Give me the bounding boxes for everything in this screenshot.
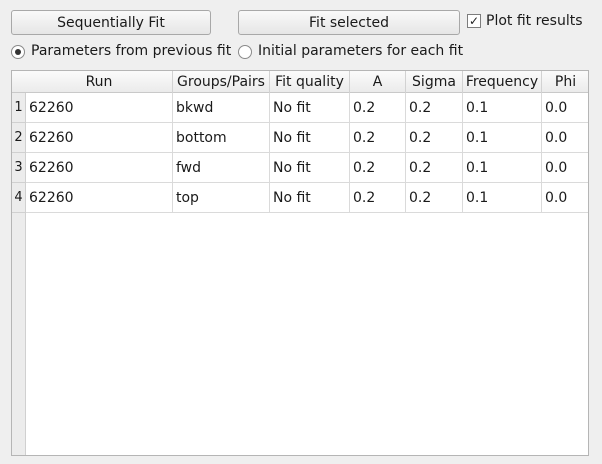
table-header: Run Groups/Pairs Fit quality A Sigma Fre…	[12, 71, 588, 93]
cell-sigma[interactable]: 0.2	[406, 153, 463, 183]
cell-frequency[interactable]: 0.1	[463, 93, 542, 123]
cell-a[interactable]: 0.2	[350, 123, 406, 153]
cell-group[interactable]: bottom	[173, 123, 270, 153]
row-number[interactable]: 1	[12, 93, 26, 123]
column-header-run[interactable]: Run	[26, 71, 173, 93]
column-header-phi[interactable]: Phi	[554, 74, 577, 90]
fit-selected-button[interactable]: Fit selected	[238, 10, 460, 35]
table-row[interactable]: 4 62260 top No fit 0.2 0.2 0.1 0.0	[12, 183, 588, 213]
row-number[interactable]: 3	[12, 153, 26, 183]
cell-fit-quality[interactable]: No fit	[270, 93, 350, 123]
cell-sigma[interactable]: 0.2	[406, 183, 463, 213]
plot-fit-results-checkbox[interactable]: ✓	[467, 14, 481, 28]
cell-a[interactable]: 0.2	[350, 93, 406, 123]
cell-group[interactable]: fwd	[173, 153, 270, 183]
initial-params-radio[interactable]	[238, 45, 252, 59]
cell-group[interactable]: bkwd	[173, 93, 270, 123]
row-number[interactable]: 2	[12, 123, 26, 153]
cell-frequency[interactable]: 0.1	[463, 153, 542, 183]
cell-sigma[interactable]: 0.2	[406, 123, 463, 153]
column-header-groups[interactable]: Groups/Pairs	[173, 71, 270, 93]
sequentially-fit-button[interactable]: Sequentially Fit	[11, 10, 211, 35]
table-row[interactable]: 2 62260 bottom No fit 0.2 0.2 0.1 0.0	[12, 123, 588, 153]
column-header-a[interactable]: A	[350, 71, 406, 93]
column-header-sigma[interactable]: Sigma	[406, 71, 463, 93]
cell-run[interactable]: 62260	[26, 123, 173, 153]
plot-fit-results-label: Plot fit results	[486, 13, 583, 29]
column-header-frequency[interactable]: Frequency	[463, 71, 542, 93]
cell-phi[interactable]: 0.0	[542, 153, 588, 183]
cell-phi[interactable]: 0.0	[542, 93, 588, 123]
cell-run[interactable]: 62260	[26, 183, 173, 213]
cell-fit-quality[interactable]: No fit	[270, 153, 350, 183]
table-row[interactable]: 3 62260 fwd No fit 0.2 0.2 0.1 0.0	[12, 153, 588, 183]
cell-fit-quality[interactable]: No fit	[270, 123, 350, 153]
cell-run[interactable]: 62260	[26, 93, 173, 123]
cell-group[interactable]: top	[173, 183, 270, 213]
cell-frequency[interactable]: 0.1	[463, 123, 542, 153]
column-header-fit-quality[interactable]: Fit quality	[270, 71, 350, 93]
cell-phi[interactable]: 0.0	[542, 183, 588, 213]
row-number[interactable]: 4	[12, 183, 26, 213]
cell-phi[interactable]: 0.0	[542, 123, 588, 153]
cell-fit-quality[interactable]: No fit	[270, 183, 350, 213]
cell-sigma[interactable]: 0.2	[406, 93, 463, 123]
fit-results-table[interactable]: Run Groups/Pairs Fit quality A Sigma Fre…	[11, 70, 589, 456]
table-row[interactable]: 1 62260 bkwd No fit 0.2 0.2 0.1 0.0	[12, 93, 588, 123]
cell-a[interactable]: 0.2	[350, 153, 406, 183]
initial-params-label: Initial parameters for each fit	[258, 43, 464, 59]
checkmark-icon: ✓	[468, 14, 480, 28]
cell-run[interactable]: 62260	[26, 153, 173, 183]
cell-frequency[interactable]: 0.1	[463, 183, 542, 213]
previous-fit-radio[interactable]	[11, 45, 25, 59]
cell-a[interactable]: 0.2	[350, 183, 406, 213]
previous-fit-label: Parameters from previous fit	[31, 43, 232, 59]
